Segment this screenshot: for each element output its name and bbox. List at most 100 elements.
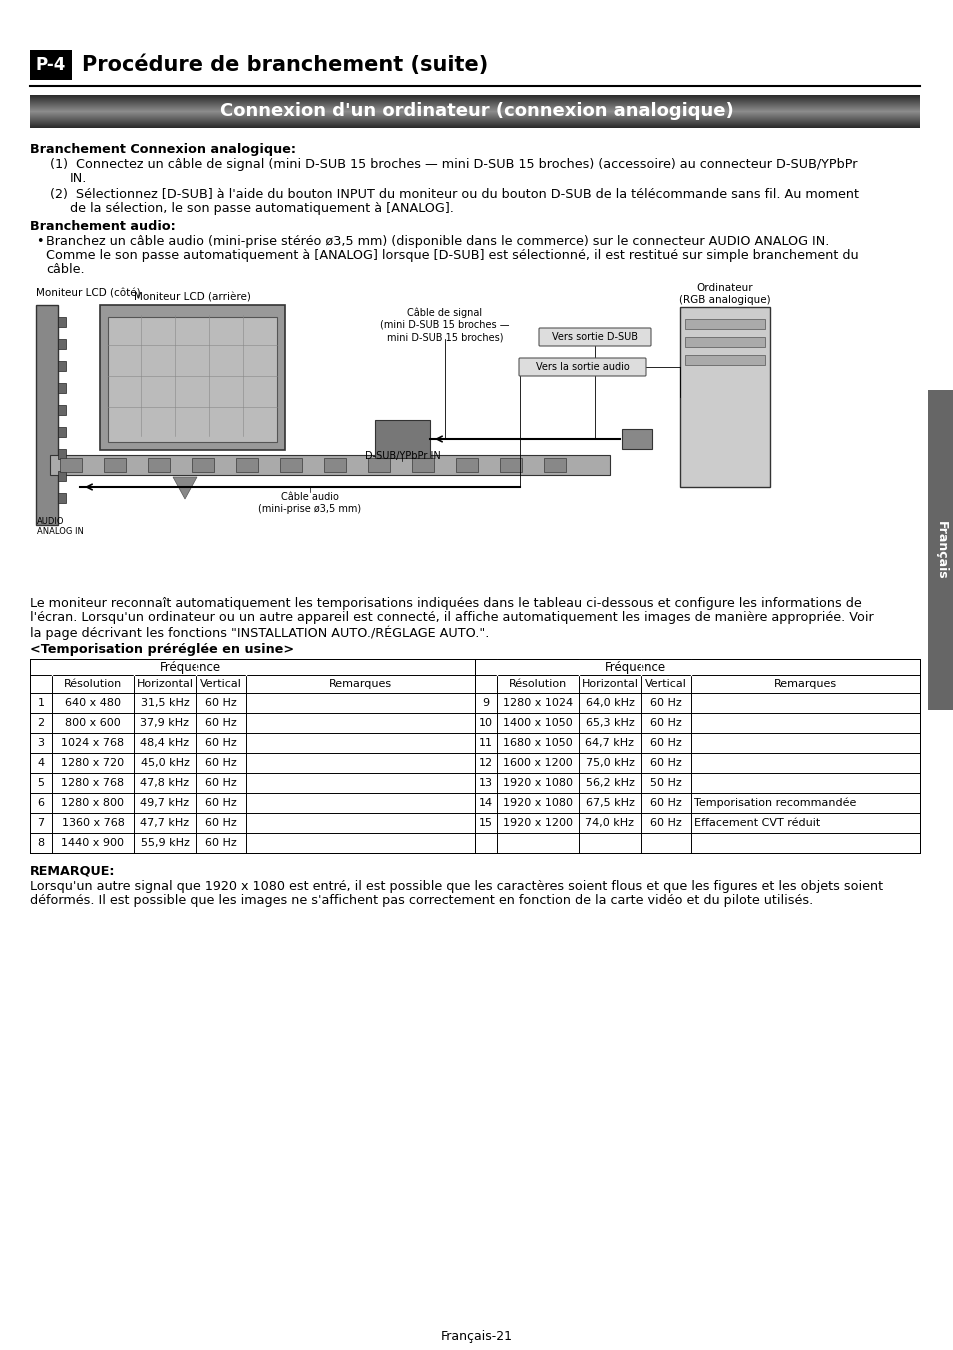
- Polygon shape: [172, 477, 196, 500]
- Bar: [58, 471, 66, 481]
- Bar: [50, 455, 609, 475]
- Text: déformés. Il est possible que les images ne s'affichent pas correctement en fonc: déformés. Il est possible que les images…: [30, 894, 812, 907]
- Text: câble.: câble.: [46, 263, 85, 275]
- Text: 48,4 kHz: 48,4 kHz: [140, 738, 190, 748]
- Text: Connexion d'un ordinateur (connexion analogique): Connexion d'un ordinateur (connexion ana…: [220, 103, 733, 120]
- Bar: [30, 50, 71, 80]
- Text: 60 Hz: 60 Hz: [205, 718, 236, 728]
- Bar: [324, 458, 346, 472]
- Text: 65,3 kHz: 65,3 kHz: [585, 718, 634, 728]
- Text: 64,0 kHz: 64,0 kHz: [585, 698, 634, 707]
- Text: 9: 9: [482, 698, 489, 707]
- Bar: [927, 390, 953, 710]
- Bar: [456, 458, 477, 472]
- Text: 1360 x 768: 1360 x 768: [62, 818, 124, 828]
- Text: 1280 x 1024: 1280 x 1024: [502, 698, 573, 707]
- Text: 7: 7: [37, 818, 45, 828]
- Text: 60 Hz: 60 Hz: [649, 718, 681, 728]
- Text: 60 Hz: 60 Hz: [205, 698, 236, 707]
- Text: 1920 x 1200: 1920 x 1200: [502, 818, 573, 828]
- Bar: [235, 458, 257, 472]
- Text: 60 Hz: 60 Hz: [649, 757, 681, 768]
- Text: 1280 x 720: 1280 x 720: [61, 757, 125, 768]
- Text: Câble audio
(mini-prise ø3,5 mm): Câble audio (mini-prise ø3,5 mm): [258, 491, 361, 514]
- Bar: [375, 420, 430, 458]
- Text: 1600 x 1200: 1600 x 1200: [502, 757, 572, 768]
- Text: Vertical: Vertical: [200, 679, 242, 688]
- Bar: [368, 458, 390, 472]
- Text: 11: 11: [478, 738, 493, 748]
- Text: 1920 x 1080: 1920 x 1080: [502, 798, 573, 809]
- Text: 60 Hz: 60 Hz: [649, 738, 681, 748]
- Text: 12: 12: [478, 757, 493, 768]
- Text: Le moniteur reconnaît automatiquement les temporisations indiquées dans le table: Le moniteur reconnaît automatiquement le…: [30, 597, 861, 610]
- Text: D-SUB/YPbPr IN: D-SUB/YPbPr IN: [364, 451, 440, 460]
- Bar: [684, 338, 764, 347]
- Bar: [58, 427, 66, 437]
- Bar: [543, 458, 565, 472]
- Text: 1400 x 1050: 1400 x 1050: [502, 718, 572, 728]
- Text: 47,7 kHz: 47,7 kHz: [140, 818, 190, 828]
- Text: 1280 x 800: 1280 x 800: [61, 798, 125, 809]
- Bar: [679, 306, 769, 487]
- Text: Remarques: Remarques: [329, 679, 392, 688]
- Text: de la sélection, le son passe automatiquement à [ANALOG].: de la sélection, le son passe automatiqu…: [70, 202, 454, 215]
- Bar: [58, 360, 66, 371]
- Text: 60 Hz: 60 Hz: [205, 738, 236, 748]
- Text: 1920 x 1080: 1920 x 1080: [502, 778, 573, 788]
- Text: 1680 x 1050: 1680 x 1050: [502, 738, 572, 748]
- Bar: [192, 458, 213, 472]
- FancyBboxPatch shape: [538, 328, 650, 346]
- Text: 37,9 kHz: 37,9 kHz: [140, 718, 190, 728]
- Text: 60 Hz: 60 Hz: [205, 757, 236, 768]
- Text: Effacement CVT réduit: Effacement CVT réduit: [693, 818, 820, 828]
- Text: 15: 15: [478, 818, 493, 828]
- Text: 31,5 kHz: 31,5 kHz: [140, 698, 190, 707]
- Text: (2)  Sélectionnez [D-SUB] à l'aide du bouton INPUT du moniteur ou du bouton D-SU: (2) Sélectionnez [D-SUB] à l'aide du bou…: [50, 188, 858, 201]
- Text: Lorsqu'un autre signal que 1920 x 1080 est entré, il est possible que les caract: Lorsqu'un autre signal que 1920 x 1080 e…: [30, 880, 882, 892]
- Text: 4: 4: [37, 757, 45, 768]
- Bar: [499, 458, 521, 472]
- Bar: [30, 659, 919, 853]
- Text: 67,5 kHz: 67,5 kHz: [585, 798, 634, 809]
- Bar: [412, 458, 434, 472]
- Text: l'écran. Lorsqu'un ordinateur ou un autre appareil est connecté, il affiche auto: l'écran. Lorsqu'un ordinateur ou un autr…: [30, 612, 873, 624]
- Bar: [60, 458, 82, 472]
- Text: Fréquence: Fréquence: [604, 660, 665, 674]
- Text: Fréquence: Fréquence: [159, 660, 220, 674]
- Text: Comme le son passe automatiquement à [ANALOG] lorsque [D-SUB] est sélectionné, i: Comme le son passe automatiquement à [AN…: [46, 248, 858, 262]
- Text: Vers sortie D-SUB: Vers sortie D-SUB: [552, 332, 638, 342]
- Text: 74,0 kHz: 74,0 kHz: [585, 818, 634, 828]
- Text: 6: 6: [37, 798, 45, 809]
- Bar: [58, 405, 66, 414]
- FancyBboxPatch shape: [518, 358, 645, 377]
- Text: 64,7 kHz: 64,7 kHz: [585, 738, 634, 748]
- Text: AUDIO
ANALOG IN: AUDIO ANALOG IN: [37, 517, 84, 536]
- Text: IN.: IN.: [70, 171, 88, 185]
- Text: Français: Français: [934, 521, 946, 579]
- Bar: [280, 458, 302, 472]
- Text: 60 Hz: 60 Hz: [205, 818, 236, 828]
- Text: 13: 13: [478, 778, 493, 788]
- Text: Français-21: Français-21: [440, 1330, 513, 1343]
- Text: Procédure de branchement (suite): Procédure de branchement (suite): [82, 55, 488, 76]
- Text: Moniteur LCD (arrière): Moniteur LCD (arrière): [133, 292, 251, 302]
- Bar: [148, 458, 170, 472]
- Text: 1280 x 768: 1280 x 768: [61, 778, 125, 788]
- Text: Branchez un câble audio (mini-prise stéréo ø3,5 mm) (disponible dans le commerce: Branchez un câble audio (mini-prise stér…: [46, 235, 828, 248]
- Text: 47,8 kHz: 47,8 kHz: [140, 778, 190, 788]
- Text: 60 Hz: 60 Hz: [205, 838, 236, 848]
- Text: 5: 5: [37, 778, 45, 788]
- Text: 800 x 600: 800 x 600: [65, 718, 121, 728]
- Bar: [100, 305, 285, 450]
- Bar: [30, 659, 919, 853]
- Text: 10: 10: [478, 718, 493, 728]
- Text: la page décrivant les fonctions "INSTALLATION AUTO./RÉGLAGE AUTO.".: la page décrivant les fonctions "INSTALL…: [30, 625, 489, 640]
- Text: Vers la sortie audio: Vers la sortie audio: [535, 362, 629, 373]
- Text: 49,7 kHz: 49,7 kHz: [140, 798, 190, 809]
- Text: Horizontal: Horizontal: [136, 679, 193, 688]
- Text: Résolution: Résolution: [508, 679, 566, 688]
- Text: 2: 2: [37, 718, 45, 728]
- Text: 60 Hz: 60 Hz: [205, 798, 236, 809]
- Text: Résolution: Résolution: [64, 679, 122, 688]
